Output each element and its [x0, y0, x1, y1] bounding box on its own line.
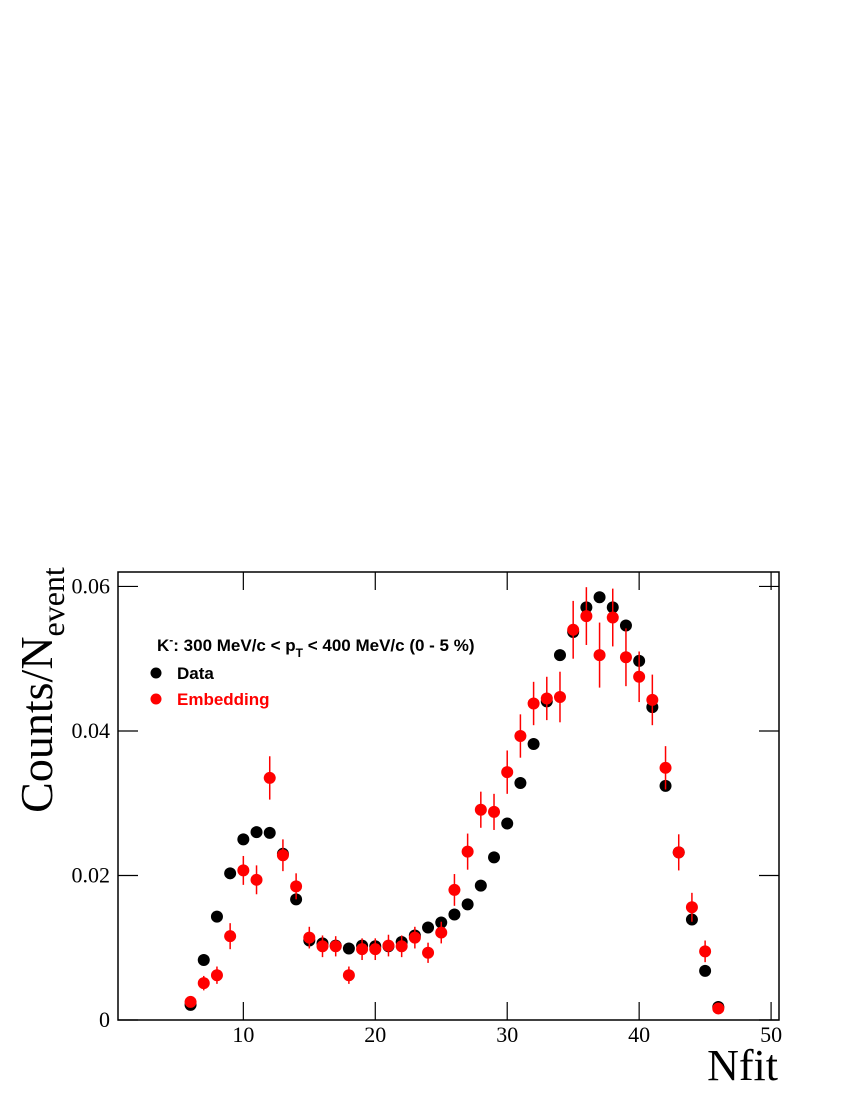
marker — [514, 776, 527, 789]
marker — [619, 619, 632, 632]
marker — [593, 649, 606, 662]
marker — [474, 803, 487, 816]
annotation-sup: - — [169, 633, 173, 647]
marker — [685, 901, 698, 914]
marker — [435, 926, 448, 939]
marker — [395, 940, 408, 953]
legend-marker — [150, 667, 162, 679]
marker — [237, 864, 250, 877]
annotation-part: < 400 MeV/c (0 - 5 %) — [303, 636, 475, 655]
marker — [619, 651, 632, 664]
x-tick-label: 20 — [364, 1022, 386, 1047]
x-tick-label: 40 — [628, 1022, 650, 1047]
marker — [356, 943, 369, 956]
legend-label: Embedding — [177, 690, 270, 709]
marker — [553, 691, 566, 704]
plot-frame — [117, 571, 780, 1021]
marker — [527, 697, 540, 710]
marker — [303, 931, 316, 944]
marker — [659, 761, 672, 774]
marker — [369, 943, 382, 956]
marker — [448, 883, 461, 896]
annotation-sub: T — [296, 646, 304, 660]
marker — [553, 649, 566, 662]
marker — [316, 940, 329, 953]
marker — [250, 826, 263, 839]
y-tick-label: 0.02 — [72, 862, 111, 887]
marker — [448, 908, 461, 921]
marker — [501, 766, 514, 779]
x-tick-label: 30 — [496, 1022, 518, 1047]
marker — [382, 939, 395, 952]
y-axis-label-sub: event — [35, 567, 71, 636]
y-axis-label: Counts/Nevent — [11, 567, 71, 813]
marker — [593, 591, 606, 604]
marker — [224, 930, 237, 943]
marker — [501, 817, 514, 830]
marker — [580, 610, 593, 623]
marker — [408, 931, 421, 944]
marker — [197, 977, 210, 990]
marker — [276, 849, 289, 862]
marker — [250, 873, 263, 886]
legend-label: Data — [177, 664, 214, 683]
marker — [474, 879, 487, 892]
marker — [699, 964, 712, 977]
y-tick-label: 0.06 — [72, 573, 111, 598]
marker — [290, 880, 303, 893]
marker — [527, 737, 540, 750]
marker — [342, 942, 355, 955]
marker — [606, 611, 619, 624]
marker — [461, 898, 474, 911]
marker — [646, 693, 659, 706]
marker — [224, 867, 237, 880]
marker — [712, 1002, 725, 1015]
marker — [263, 771, 276, 784]
marker — [184, 995, 197, 1008]
y-tick-label: 0.04 — [72, 718, 111, 743]
marker — [514, 730, 527, 743]
marker — [488, 851, 501, 864]
marker — [422, 946, 435, 959]
x-tick-label: 50 — [760, 1022, 782, 1047]
y-tick-label: 0 — [99, 1007, 110, 1032]
marker — [699, 945, 712, 958]
marker — [197, 954, 210, 967]
annotation: K-: 300 MeV/c < pT < 400 MeV/c (0 - 5 %) — [157, 633, 475, 660]
marker — [540, 692, 553, 705]
marker — [461, 845, 474, 858]
annotation-part: : 300 MeV/c < p — [173, 636, 295, 655]
marker — [342, 969, 355, 982]
marker — [488, 805, 501, 818]
annotation-part: K — [157, 636, 170, 655]
x-tick-label: 10 — [232, 1022, 254, 1047]
legend-marker — [150, 693, 162, 705]
marker — [567, 623, 580, 636]
marker — [672, 846, 685, 859]
marker — [210, 969, 223, 982]
marker — [263, 826, 276, 839]
marker — [237, 833, 250, 846]
y-axis-label-main: Counts/N — [11, 636, 62, 812]
marker — [329, 940, 342, 953]
marker — [210, 910, 223, 923]
marker — [422, 921, 435, 934]
x-axis-label: Nfit — [707, 1041, 778, 1090]
marker — [633, 670, 646, 683]
